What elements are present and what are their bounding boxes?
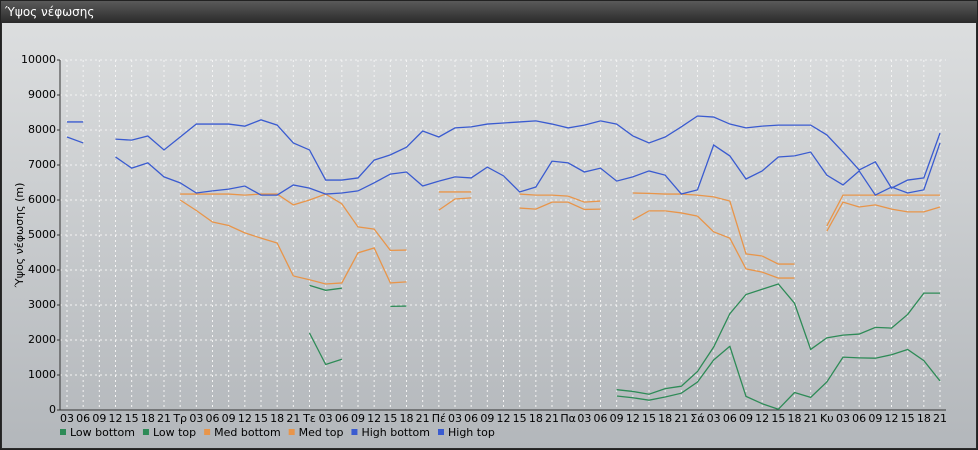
y-tick-label: 7000 <box>28 158 56 171</box>
x-tick-label: 15 <box>254 412 268 425</box>
x-tick-label: 21 <box>674 412 688 425</box>
legend-label: Low bottom <box>70 426 135 439</box>
x-tick-label: 09 <box>480 412 494 425</box>
x-tick-label: 15 <box>513 412 527 425</box>
x-tick-label: 03 <box>319 412 333 425</box>
x-tick-label: 15 <box>901 412 915 425</box>
x-tick-label: 21 <box>416 412 430 425</box>
y-tick-label: 2000 <box>28 333 56 346</box>
x-tick-label: 12 <box>626 412 640 425</box>
y-tick-label: 8000 <box>28 123 56 136</box>
y-tick-label: 0 <box>49 403 56 416</box>
y-tick-label: 9000 <box>28 88 56 101</box>
series-line <box>308 332 941 411</box>
x-tick-label: 12 <box>109 412 123 425</box>
y-tick-label: 1000 <box>28 368 56 381</box>
series-line <box>66 136 941 196</box>
x-tick-label: 12 <box>497 412 511 425</box>
series-line <box>180 191 940 265</box>
x-tick-label: 18 <box>529 412 543 425</box>
legend-label: High bottom <box>361 426 430 439</box>
x-tick-label: 21 <box>286 412 300 425</box>
x-tick-label: 09 <box>222 412 236 425</box>
x-tick-label: 15 <box>125 412 139 425</box>
x-tick-label: 09 <box>739 412 753 425</box>
x-tick-label: 18 <box>658 412 672 425</box>
series-line <box>179 197 941 285</box>
x-tick-label: 21 <box>545 412 559 425</box>
y-tick-label: 5000 <box>28 228 56 241</box>
x-tick-label: 18 <box>141 412 155 425</box>
legend-swatch <box>438 429 444 435</box>
y-tick-label: 6000 <box>28 193 56 206</box>
y-tick-label: 3000 <box>28 298 56 311</box>
legend-swatch <box>288 429 295 435</box>
x-tick-label: 03 <box>448 412 462 425</box>
series-line <box>309 283 940 395</box>
x-tick-label: 03 <box>836 412 850 425</box>
x-tick-label: 18 <box>788 412 802 425</box>
x-tick-label: 12 <box>755 412 769 425</box>
legend-label: Low top <box>153 426 196 439</box>
series-line <box>67 115 941 189</box>
x-tick-label: 18 <box>917 412 931 425</box>
x-tick-label: 15 <box>771 412 785 425</box>
y-tick-label: 10000 <box>21 53 56 66</box>
x-tick-label: Κυ <box>820 412 834 425</box>
x-tick-label: 06 <box>464 412 478 425</box>
legend-label: Med bottom <box>214 426 281 439</box>
legend-label: Med top <box>299 426 344 439</box>
legend-swatch <box>204 429 211 435</box>
legend-swatch <box>142 429 149 435</box>
x-tick-label: 06 <box>852 412 866 425</box>
legend-swatch <box>60 429 66 435</box>
x-tick-label: 18 <box>270 412 284 425</box>
x-tick-label: 03 <box>577 412 591 425</box>
legend-swatch <box>351 429 358 435</box>
x-tick-label: Σά <box>690 412 704 425</box>
x-tick-label: 09 <box>868 412 882 425</box>
x-tick-label: 03 <box>707 412 721 425</box>
x-tick-label: 06 <box>335 412 349 425</box>
x-tick-label: 21 <box>804 412 818 425</box>
x-tick-label: 06 <box>76 412 90 425</box>
x-tick-label: 03 <box>189 412 203 425</box>
x-tick-label: 15 <box>383 412 397 425</box>
title-bar: Ύψος νέφωσης <box>1 1 977 23</box>
x-tick-label: Πέ <box>432 412 446 425</box>
x-tick-label: 15 <box>642 412 656 425</box>
x-tick-label: 09 <box>92 412 106 425</box>
chart: Ύψος νέφωσης (m) 0 1000 2000 3000 4000 5000 60… <box>2 23 976 448</box>
x-tick-label: 12 <box>238 412 252 425</box>
x-tick-label: 12 <box>885 412 899 425</box>
x-tick-label: 18 <box>400 412 414 425</box>
x-tick-label: 21 <box>157 412 171 425</box>
x-tick-label: Τρ <box>172 412 187 425</box>
y-axis-label: Ύψος νέφωσης (m) <box>13 183 26 289</box>
x-tick-label: 09 <box>610 412 624 425</box>
x-tick-label: 09 <box>351 412 365 425</box>
x-tick-label: 06 <box>206 412 220 425</box>
x-tick-label: 21 <box>933 412 947 425</box>
x-tick-label: Τε <box>302 412 316 425</box>
x-tick-label: Πα <box>560 412 576 425</box>
x-tick-label: 06 <box>594 412 608 425</box>
y-tick-label: 4000 <box>28 263 56 276</box>
x-tick-label: 03 <box>60 412 74 425</box>
legend-label: High top <box>448 426 495 439</box>
x-tick-label: 06 <box>723 412 737 425</box>
x-tick-label: 12 <box>367 412 381 425</box>
